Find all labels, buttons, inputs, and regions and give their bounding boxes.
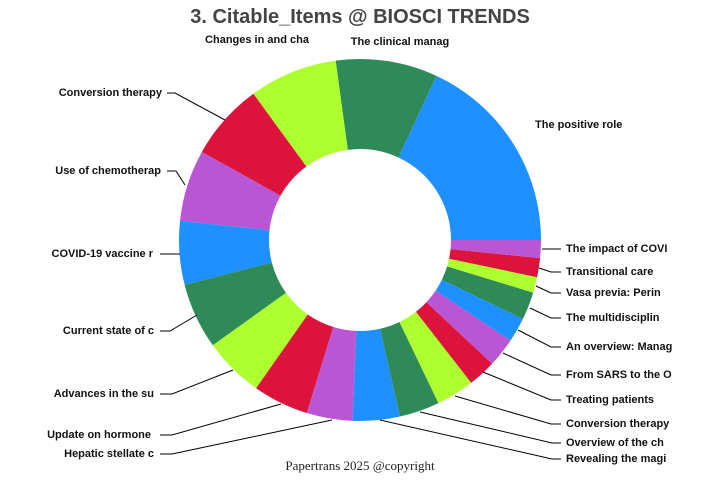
slice-label: From SARS to the O [566,369,672,381]
leader-line [538,267,561,273]
slice-label: Overview of the ch [566,437,664,449]
leader-line [482,371,561,401]
slice-label: The impact of COVI [566,243,668,255]
slice-label: Advances in the su [53,388,154,400]
leader-line [529,307,561,319]
slice-label: Revealing the magi [566,453,667,465]
leader-line [419,411,561,444]
slice-label: The multidisciplin [566,312,660,324]
pie-slice[interactable] [201,93,307,196]
pie-slice[interactable] [253,60,348,167]
leader-line [535,285,561,294]
slice-label: Transitional care [566,266,654,278]
slice-label: Vasa previa: Perin [566,287,661,299]
pie-slice[interactable] [441,266,534,319]
copyright-footer: Papertrans 2025 @copyright [285,458,435,473]
slice-label: Hepatic stellate c [64,448,154,460]
pie-slice[interactable] [398,75,542,241]
pie-slice[interactable] [352,328,400,421]
leader-line [379,419,561,460]
slice-label: Current state of c [62,325,154,337]
leader-line [502,352,561,376]
pie-slice[interactable] [212,292,308,389]
pie-slice[interactable] [426,290,511,364]
leader-line [517,329,561,348]
slice-label: Use of chemotherap [55,165,161,177]
leader-line [160,369,234,395]
pie-slice[interactable] [180,151,281,231]
slice-label: Treating patients [566,394,655,406]
slice-label: COVID-19 vaccine r [51,248,154,260]
slice-label: The clinical manag [350,36,450,48]
chart-title: 3. Citable_Items @ BIOSCI TRENDS [190,6,530,28]
pie-slice[interactable] [380,322,439,417]
slice-label: An overview: Manag [566,341,673,353]
leader-line [160,403,282,436]
pie-slice[interactable] [415,302,493,383]
pie-slice[interactable] [179,220,272,285]
slice-label: Conversion therapy [566,418,670,430]
pie-slice[interactable] [335,59,437,158]
leader-line [160,419,333,455]
pie-slice[interactable] [447,258,538,293]
pie-slice[interactable] [184,262,286,346]
leader-line [454,395,561,425]
slice-label: Conversion therapy [58,87,162,99]
leader-line [167,170,186,186]
pie-slice[interactable] [256,314,334,414]
slice-label: The positive role [535,119,623,131]
pie-slice[interactable] [306,326,357,421]
pie-slice[interactable] [449,249,541,278]
pie-slice[interactable] [399,311,472,404]
leader-line [167,92,226,121]
pie-slice[interactable] [450,240,541,259]
leader-line [160,314,198,332]
slice-label: Update on hormone [47,429,151,441]
slice-label: Changes in and cha [205,34,309,46]
pie-slice[interactable] [435,279,523,341]
